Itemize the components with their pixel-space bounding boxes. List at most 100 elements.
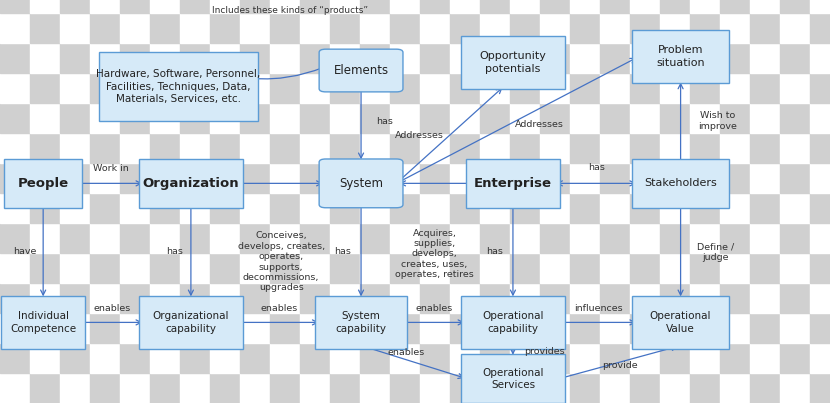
Bar [180,313,210,343]
Bar [240,43,270,73]
Bar [600,163,630,193]
Bar [270,13,300,43]
Text: Operational
capability: Operational capability [482,311,544,334]
Text: enables: enables [388,348,424,357]
Bar [630,313,660,343]
Text: provide: provide [602,361,637,370]
Bar [330,163,360,193]
Bar [780,223,810,253]
Bar [810,253,830,283]
Bar [690,253,720,283]
Bar [0,193,30,223]
Bar [180,343,210,373]
Bar [90,43,120,73]
Bar [120,343,150,373]
Bar [180,253,210,283]
Text: Hardware, Software, Personnel,
Facilities, Techniques, Data,
Materials, Services: Hardware, Software, Personnel, Facilitie… [96,69,261,104]
Bar [330,13,360,43]
Bar [510,223,540,253]
Text: enables: enables [93,304,130,313]
Bar [240,373,270,403]
Bar [180,73,210,103]
Bar [360,223,390,253]
Bar [540,163,570,193]
Bar [120,13,150,43]
Bar [330,43,360,73]
Bar [90,253,120,283]
Text: has: has [486,247,503,256]
Bar [90,103,120,133]
Bar [450,13,480,43]
Bar [420,253,450,283]
Bar [780,193,810,223]
Bar [210,343,240,373]
Bar [570,73,600,103]
Bar [630,73,660,103]
Bar [300,103,330,133]
Bar [30,43,60,73]
Bar [210,0,240,13]
Bar [0,103,30,133]
Bar [330,313,360,343]
Bar [420,163,450,193]
FancyBboxPatch shape [461,355,565,403]
Bar [300,73,330,103]
Bar [630,103,660,133]
Bar [210,103,240,133]
Bar [660,43,690,73]
Bar [750,223,780,253]
Bar [480,163,510,193]
Bar [300,343,330,373]
Bar [390,373,420,403]
Bar [210,73,240,103]
Bar [300,13,330,43]
Bar [270,73,300,103]
Text: Addresses: Addresses [515,120,564,129]
Bar [360,193,390,223]
Bar [540,0,570,13]
Bar [180,43,210,73]
Bar [120,373,150,403]
Bar [630,133,660,163]
Bar [30,193,60,223]
Bar [360,283,390,313]
Bar [0,253,30,283]
Text: Define /
judge: Define / judge [697,242,734,262]
Bar [630,253,660,283]
Bar [240,343,270,373]
Bar [420,193,450,223]
Bar [180,163,210,193]
Bar [30,283,60,313]
Bar [150,133,180,163]
FancyBboxPatch shape [315,296,408,349]
Bar [60,313,90,343]
Bar [810,313,830,343]
Text: influences: influences [574,304,623,313]
Bar [330,343,360,373]
Bar [720,193,750,223]
Bar [780,283,810,313]
Bar [30,223,60,253]
Bar [450,133,480,163]
Bar [270,163,300,193]
Bar [300,313,330,343]
Bar [480,0,510,13]
Bar [240,313,270,343]
Bar [150,13,180,43]
Bar [540,223,570,253]
Bar [720,223,750,253]
Text: enables: enables [261,304,298,313]
Bar [510,193,540,223]
Bar [120,163,150,193]
Text: Individual
Competence: Individual Competence [10,311,76,334]
Bar [360,253,390,283]
Text: System
capability: System capability [335,311,387,334]
Bar [540,343,570,373]
Bar [270,133,300,163]
Text: System: System [339,177,383,190]
Bar [540,253,570,283]
Bar [210,13,240,43]
Bar [510,73,540,103]
Bar [240,193,270,223]
Bar [120,283,150,313]
